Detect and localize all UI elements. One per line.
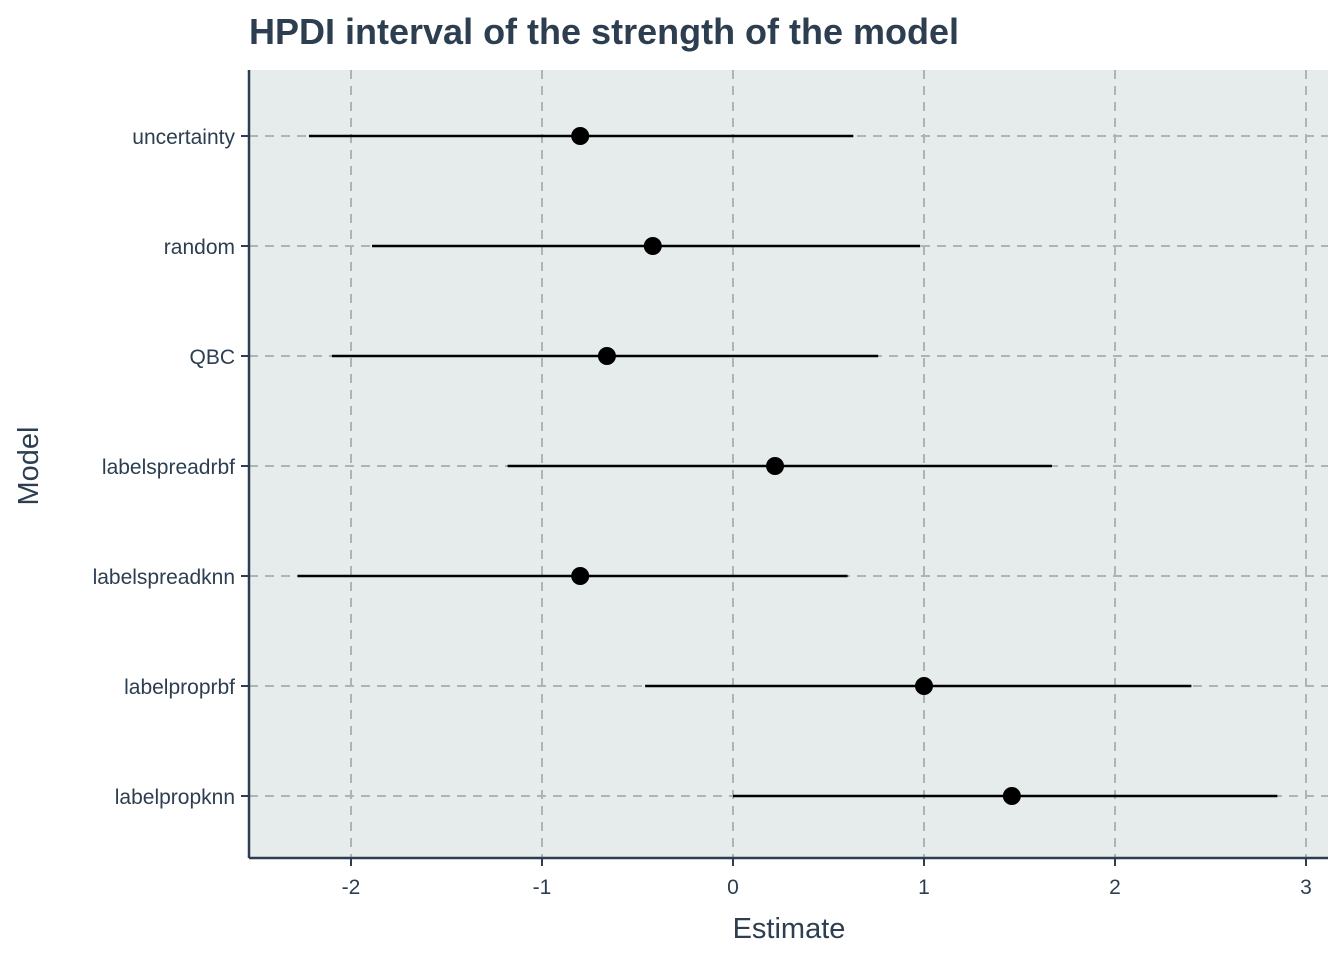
interval-marks <box>297 127 1278 805</box>
estimate-point-labelproprbf <box>915 677 933 695</box>
x-tick-label: 3 <box>1300 876 1312 899</box>
estimate-point-uncertainty <box>571 127 590 145</box>
axes: -2 -1 0 1 2 3 uncertainty random QBC labelspreadr… <box>93 70 1328 899</box>
x-tick-label: 0 <box>727 876 739 899</box>
estimate-point-QBC <box>597 347 616 365</box>
y-tick-label: QBC <box>189 346 235 369</box>
estimate-point-labelspreadrbf <box>766 457 785 475</box>
estimate-point-labelpropknn <box>1002 787 1021 805</box>
y-tick-label: labelspreadknn <box>93 566 235 589</box>
y-tick-label: labelproprbf <box>124 676 235 699</box>
y-tick-label: random <box>164 236 235 259</box>
y-tick-label: uncertainty <box>132 126 235 149</box>
y-tick-label: labelspreadrbf <box>102 456 235 479</box>
y-tick-label: labelpropknn <box>115 786 235 809</box>
plot-panel <box>249 70 1328 858</box>
chart-title: HPDI interval of the strength of the mod… <box>249 11 959 52</box>
y-axis-label: Model <box>13 427 45 506</box>
x-tick-label: 1 <box>918 876 930 899</box>
estimate-point-random <box>643 237 662 255</box>
estimate-point-labelspreadknn <box>571 567 590 585</box>
x-axis-label: Estimate <box>733 913 846 945</box>
x-tick-label: -2 <box>342 876 361 899</box>
x-tick-label: -1 <box>533 876 552 899</box>
x-tick-label: 2 <box>1109 876 1121 899</box>
